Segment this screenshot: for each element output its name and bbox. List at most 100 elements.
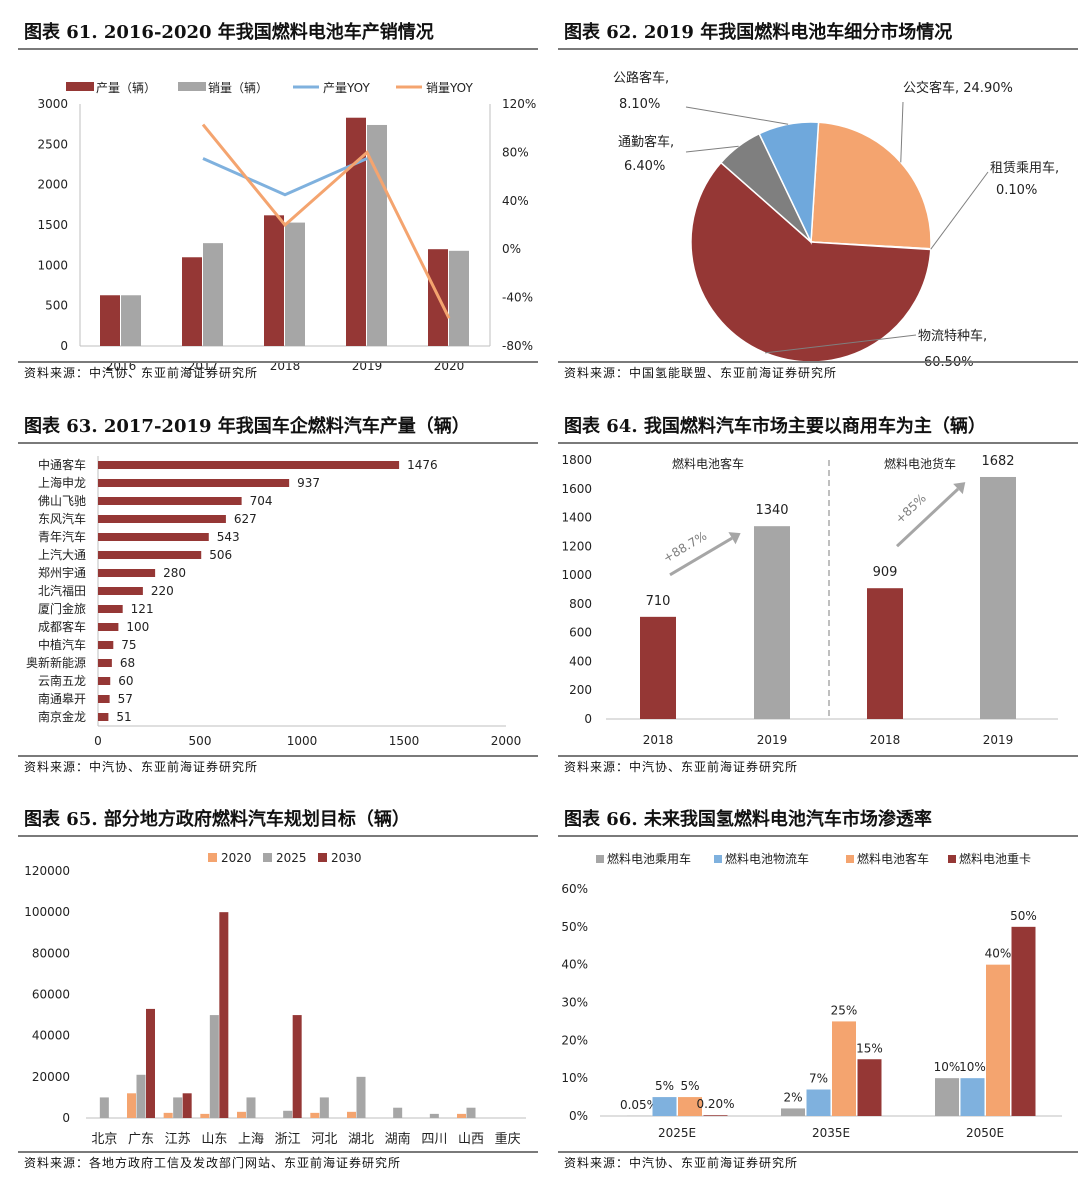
category-label: 成都客车 [38,619,86,634]
arrow-head [953,482,966,495]
data-label: 0.05% [620,1098,658,1112]
slice-label: 通勤客车, [618,134,674,150]
y2-tick-label: -40% [502,291,533,305]
series-line [201,123,451,319]
data-label: 710 [646,594,671,609]
bar [986,964,1010,1116]
data-label: 100 [126,620,149,634]
y-tick-label: 40% [561,958,588,972]
group-title: 燃料电池货车 [884,456,956,471]
y-tick-label: 0 [584,712,592,726]
y-tick-label: 1500 [37,218,68,232]
x-tick-label: 2019 [757,733,788,747]
bar [99,1097,109,1118]
y-tick-label: 1200 [561,539,592,553]
legend-label: 燃料电池乘用车 [607,851,691,866]
x-tick-label: 2025E [658,1126,696,1140]
bar [98,695,110,703]
y2-tick-label: 120% [502,97,536,111]
y-tick-label: 1800 [561,453,592,467]
bar [98,533,209,541]
leader-line [685,145,739,153]
data-label: 121 [131,602,154,616]
legend-label: 燃料电池客车 [857,851,929,866]
slice-value: 8.10% [619,97,660,112]
data-label: 40% [985,947,1012,961]
legend-label: 燃料电池重卡 [959,851,1031,866]
y-tick-label: 20% [561,1033,588,1047]
y-tick-label: 100000 [24,905,70,919]
y2-tick-label: 80% [502,145,529,159]
x-tick-label: 2050E [966,1126,1004,1140]
y-tick-label: 40000 [32,1029,70,1043]
y2-tick-label: 40% [502,194,529,208]
figure-title: 图表 66. 未来我国氢燃料电池汽车市场渗透率 [558,803,1078,837]
series-line [202,157,368,197]
data-label: 5% [655,1079,674,1093]
leader-line [765,334,917,354]
bar [127,1093,136,1118]
y-tick-label: 800 [569,597,592,611]
slice-label: 公路客车, [613,70,669,86]
bar [98,587,143,595]
x-tick-label: 北京 [91,1132,117,1147]
bar [457,1113,466,1118]
bar [356,1076,366,1118]
figure-source: 资料来源：中国氢能联盟、东亚前海证券研究所 [558,361,1078,383]
data-label: 704 [250,494,273,508]
y-tick-label: 1600 [561,482,592,496]
bar [98,497,242,505]
y-tick-label: 60000 [32,988,70,1002]
bar [652,1097,677,1116]
bar [319,1097,329,1118]
slice-label: 租赁乘用车, [990,160,1059,176]
bar [347,1111,356,1118]
data-label: 937 [297,476,320,490]
data-label: 627 [234,512,257,526]
category-label: 厦门金旅 [38,601,86,616]
bar [264,215,284,346]
panel-fig65: 图表 65. 部分地方政府燃料汽车规划目标（辆） 0 20000 40000 6000… [18,803,538,1175]
y-tick-label: 80000 [32,946,70,960]
bar [146,1008,155,1118]
growth-label: +88.7% [661,529,710,566]
legend-label: 销量YOY [426,81,473,95]
bar [292,1015,302,1118]
figure-title: 图表 61. 2016-2020 年我国燃料电池车产销情况 [18,16,538,50]
category-label: 上汽大通 [38,547,86,562]
bar [429,1113,439,1118]
x-tick-label: 四川 [421,1132,447,1147]
group-title: 燃料电池客车 [672,456,744,471]
panel-fig66: 图表 66. 未来我国氢燃料电池汽车市场渗透率 0% 10% 20% 30% 40% 50… [558,803,1078,1175]
figure-title: 图表 62. 2019 年我国燃料电池车细分市场情况 [558,16,1078,50]
panel-fig61: 图表 61. 2016-2020 年我国燃料电池车产销情况 0 500 1000 15… [18,16,538,388]
data-label: 10% [934,1060,961,1074]
data-label: 50% [1010,909,1037,923]
bar [1011,926,1036,1116]
y-tick-label: 400 [569,654,592,668]
leader-line [900,101,904,163]
y-tick-label: 10% [561,1071,588,1085]
bar [867,588,903,719]
data-label: 1682 [981,454,1014,469]
legend-label: 2025 [276,851,307,865]
legend-swatch [846,855,854,863]
data-label: 10% [959,1060,986,1074]
bar [285,222,305,346]
x-tick-label: 1500 [389,734,420,748]
bar [346,117,366,346]
data-label: 5% [680,1079,699,1093]
y-tick-label: 0% [569,1109,588,1123]
bar [393,1107,403,1118]
y-tick-label: 1000 [561,568,592,582]
chart-fig64: 0 200 400 600 800 1000 1200 1400 1600 1800 燃料电池客车 7… [561,453,1058,747]
chart-fig63: 0 500 1000 1500 2000 中通客车 1476 上海申龙 937 佛山飞驰 704 东风… [26,456,521,748]
bar [703,1115,728,1116]
slice-value: 0.10% [996,183,1037,198]
figure-source: 资料来源：各地方政府工信及发改部门网站、东亚前海证券研究所 [18,1151,538,1173]
bar [678,1097,702,1116]
growth-arrow [669,536,733,577]
bar [98,641,114,649]
pie-slice [690,161,932,363]
